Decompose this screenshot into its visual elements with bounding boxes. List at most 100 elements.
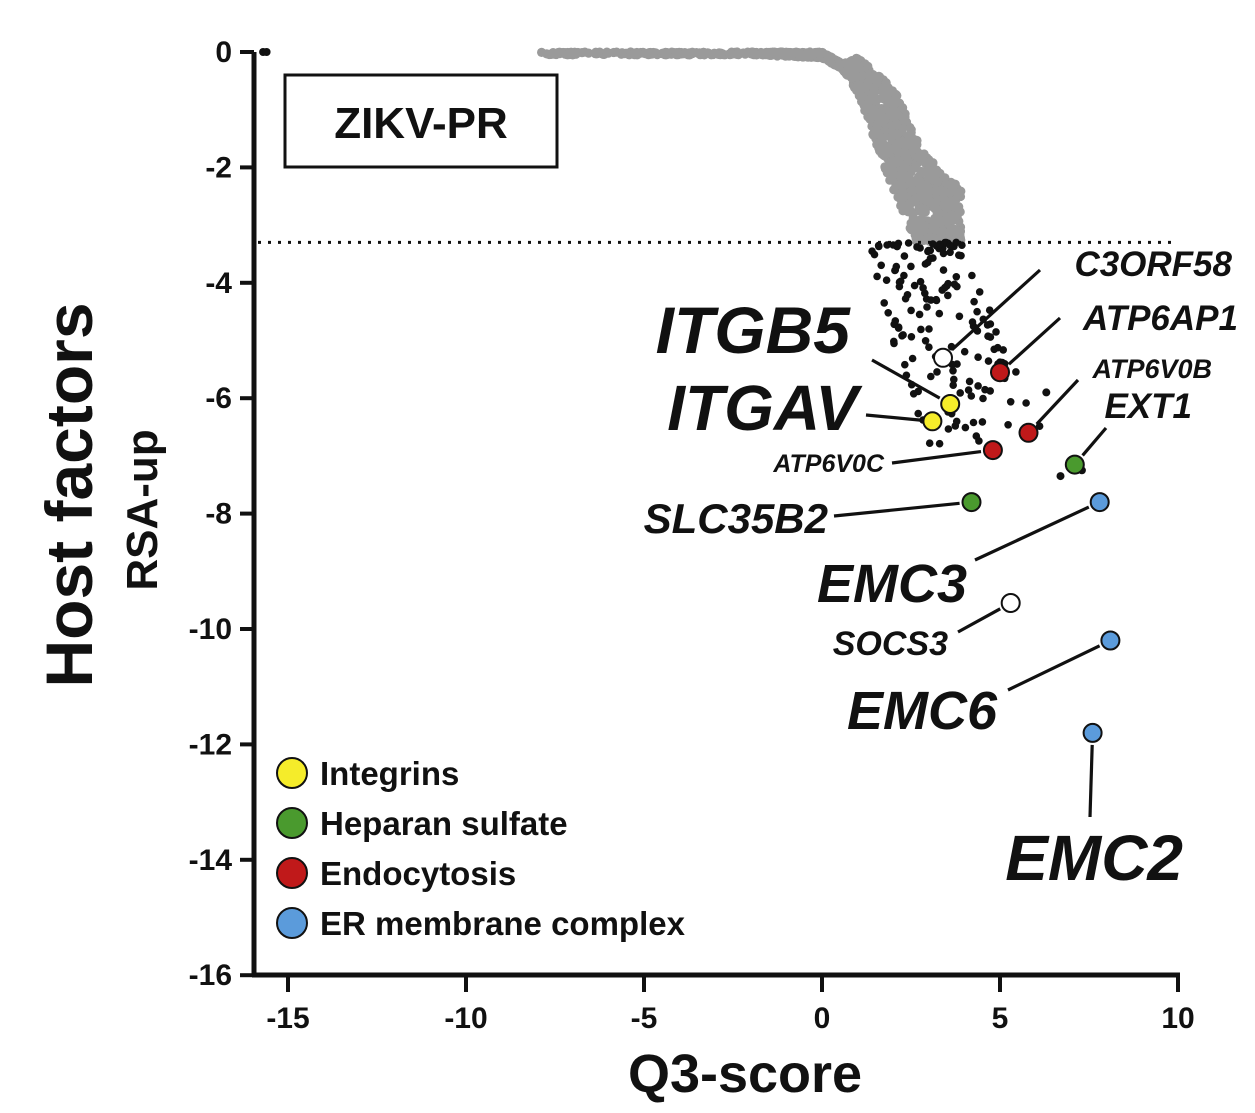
x-ticks-layer: -15 -10 -5 0 5 10 (266, 975, 1195, 1035)
hit-point (262, 48, 271, 56)
hit-point (968, 271, 976, 280)
background-point (923, 165, 933, 176)
background-point (842, 70, 852, 80)
x-tick-label: -15 (266, 1002, 309, 1035)
hit-point (882, 276, 891, 285)
background-point (919, 225, 929, 236)
background-point (936, 185, 946, 196)
x-tick-label: 0 (814, 1002, 831, 1035)
hit-point (877, 261, 885, 270)
background-point (893, 129, 903, 139)
y-tick-label: -4 (205, 267, 232, 300)
y-axis-title: Host factors (32, 302, 106, 687)
background-point (851, 58, 861, 68)
title-box: ZIKV-PR (283, 73, 559, 169)
background-point (913, 152, 923, 162)
y-tick-label: -8 (205, 498, 232, 531)
background-point (897, 200, 907, 210)
background-point (851, 64, 861, 75)
background-point (883, 143, 894, 153)
hit-point (914, 409, 922, 418)
background-point (873, 118, 883, 129)
background-point (899, 191, 909, 202)
background-point (947, 210, 957, 220)
hit-point (927, 296, 935, 304)
hit-point (915, 310, 924, 319)
hit-point (986, 387, 994, 395)
hit-point (893, 242, 901, 251)
background-point (869, 89, 879, 99)
leader-lines-layer (833, 268, 1108, 818)
hit-point (939, 249, 948, 258)
leader-line (871, 358, 941, 400)
hit-point (1042, 388, 1051, 397)
hit-point (880, 299, 888, 307)
leader-line (974, 505, 1090, 562)
background-point (937, 226, 947, 236)
gene-label: ATP6V0C (772, 450, 885, 478)
hit-point (900, 271, 908, 280)
legend-marker (276, 907, 308, 939)
background-point (908, 186, 918, 196)
hit-point (950, 375, 958, 384)
background-point (889, 159, 899, 169)
legend-marker (276, 757, 308, 789)
hit-point (955, 251, 963, 259)
background-point (920, 235, 930, 245)
leader-line (1007, 316, 1062, 366)
legend: Integrins Heparan sulfate Endocytosis ER me… (276, 755, 686, 942)
leader-line (865, 413, 921, 422)
background-point (898, 103, 908, 113)
highlighted-point (1000, 593, 1021, 613)
background-point (876, 143, 886, 153)
background-point (950, 179, 960, 189)
background-point (784, 48, 794, 58)
background-point (740, 49, 750, 59)
hit-point (944, 279, 952, 288)
background-point (890, 99, 900, 109)
gene-label: ATP6V0B (1091, 354, 1212, 384)
hit-point (935, 240, 944, 249)
hit-point (939, 266, 948, 274)
background-point (911, 233, 921, 243)
hit-point (1012, 368, 1020, 376)
x-tick-label: -5 (631, 1002, 658, 1035)
gene-label: SOCS3 (833, 625, 948, 663)
background-point (564, 49, 574, 60)
legend-label: Endocytosis (320, 855, 516, 892)
highlighted-point (1082, 722, 1103, 743)
hit-point (949, 381, 957, 390)
y-tick-label: -12 (189, 728, 232, 761)
hit-point (1006, 398, 1015, 406)
background-point (537, 47, 547, 58)
hit-point (952, 417, 961, 426)
hit-point (891, 266, 899, 275)
y-tick-label: 0 (215, 36, 232, 69)
background-point (921, 196, 931, 206)
gene-label: SLC35B2 (644, 495, 828, 542)
hit-point (907, 306, 915, 315)
hit-point (960, 347, 969, 356)
hit-point (969, 418, 978, 427)
hit-point (952, 273, 961, 281)
background-point (906, 218, 916, 228)
background-point (640, 49, 651, 59)
hit-point (901, 294, 910, 303)
y-tick-label: -6 (205, 382, 232, 415)
gene-label: EMC3 (817, 554, 967, 614)
background-point (629, 48, 639, 58)
background-point (905, 133, 915, 143)
chart-title: ZIKV-PR (334, 99, 508, 148)
background-point (863, 77, 873, 87)
leader-line (950, 268, 1042, 351)
leader-line (1007, 644, 1101, 692)
hit-point (968, 318, 977, 326)
hit-point (921, 289, 929, 298)
highlighted-point (922, 411, 943, 432)
background-point (886, 133, 896, 143)
hit-point (950, 280, 959, 289)
hit-point (870, 250, 879, 259)
background-point (548, 48, 558, 58)
hit-point (952, 238, 960, 247)
